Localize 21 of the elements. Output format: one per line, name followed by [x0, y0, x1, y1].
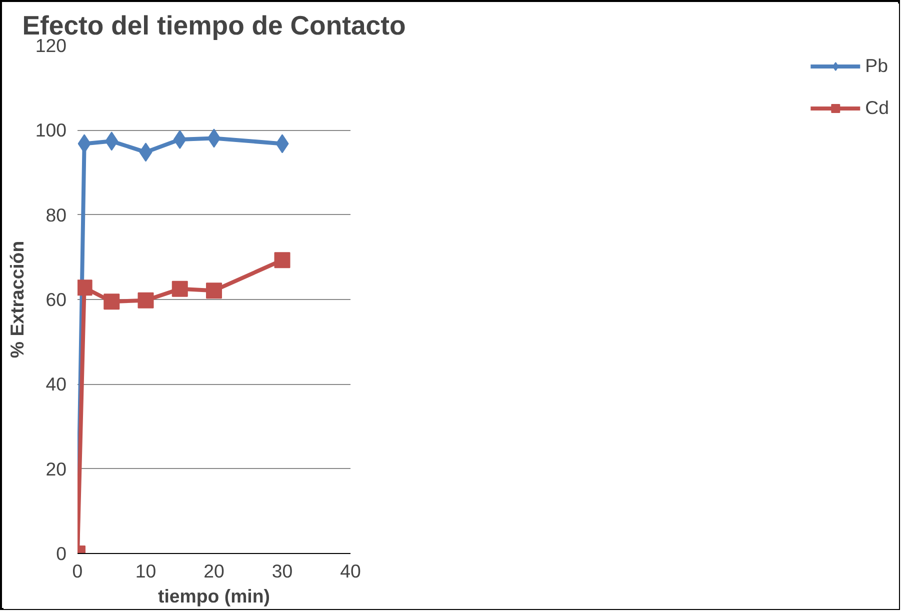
- point: [104, 294, 120, 310]
- point: [274, 252, 290, 268]
- y-tick-label: 0: [56, 543, 67, 564]
- legend-label: Cd: [865, 97, 889, 119]
- y-tick-label: 100: [35, 120, 67, 141]
- x-tick-label: 40: [340, 560, 361, 582]
- point: [138, 292, 154, 308]
- x-tick-label: 30: [272, 560, 293, 582]
- y-tick-label: 60: [46, 289, 67, 310]
- y-tick-label: 20: [46, 458, 67, 480]
- point: [172, 280, 188, 297]
- x-tick-label: 10: [135, 560, 156, 582]
- point: [206, 282, 222, 299]
- y-tick-label: 40: [46, 374, 67, 395]
- point: [78, 280, 92, 296]
- x-tick-label: 20: [204, 560, 224, 582]
- y-axis-title: % Extracción: [6, 240, 28, 358]
- x-tick-label: 0: [72, 560, 83, 582]
- legend-label: Pb: [865, 55, 888, 77]
- y-tick-label: 80: [46, 204, 67, 226]
- x-axis-title: tiempo (min): [158, 586, 270, 606]
